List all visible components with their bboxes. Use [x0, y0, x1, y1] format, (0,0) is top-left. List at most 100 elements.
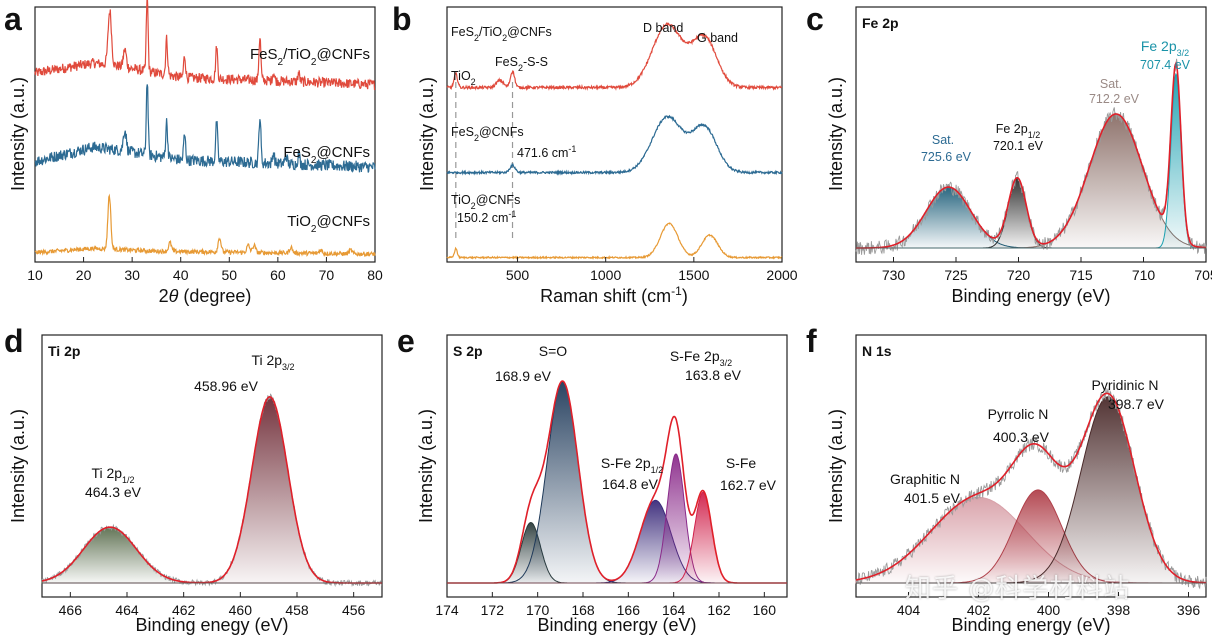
reference-lines-b: [455, 82, 514, 240]
x-tick-label: 402: [967, 602, 991, 618]
x-tick-label: 10: [27, 267, 43, 283]
fit-envelope: [41, 395, 382, 584]
x-tick-label: 20: [76, 267, 92, 283]
raman-series: [446, 22, 783, 260]
x-tick-label: 174: [435, 602, 459, 618]
x-tick-label: 162: [707, 602, 731, 618]
series-line: [446, 114, 783, 176]
x-tick-label: 30: [124, 267, 140, 283]
x-tick-label: 456: [342, 602, 366, 618]
value-400-3: 400.3 eV: [993, 429, 1050, 445]
y-axis-title-c: Intensity (a.u.): [826, 77, 846, 191]
x-tick-label: 2000: [766, 267, 797, 283]
label-fes2-tio2-cnfs-a: FeS2/TiO2@CNFs: [250, 46, 370, 68]
label-sfe2p32: S-Fe 2p3/2: [670, 348, 732, 368]
series-line: [446, 22, 783, 92]
value-401-5: 401.5 eV: [904, 490, 961, 506]
x-tick-label: 160: [753, 602, 777, 618]
x-tick-label: 730: [882, 267, 906, 283]
value-464-3: 464.3 eV: [85, 484, 142, 500]
x-tick-label: 172: [481, 602, 505, 618]
fit-component-peak: [447, 453, 787, 584]
value-164-8: 164.8 eV: [602, 476, 659, 492]
y-axis-title-b: Intensity (a.u.): [417, 77, 437, 191]
label-d-band: D band: [643, 21, 683, 35]
plot-frame-e: [446, 334, 788, 598]
x-tick-label: 458: [285, 602, 309, 618]
label-tio2-cnfs-a: TiO2@CNFs: [287, 213, 370, 235]
label-tio2-b: TiO2: [451, 69, 476, 87]
fit-component-peak: [447, 521, 787, 584]
series-line: [34, 84, 376, 173]
x-axis-title-d: Binding enegy (eV): [135, 615, 288, 635]
fit-envelope: [447, 380, 787, 584]
x-tick-label: 70: [319, 267, 335, 283]
x-tick-label: 705: [1194, 267, 1212, 283]
x-tick-label: 40: [173, 267, 189, 283]
label-fes2-s-s: FeS2-S-S: [495, 55, 548, 73]
label-ti2p32: Ti 2p3/2: [251, 352, 294, 372]
x-tick-label: 398: [1107, 602, 1131, 618]
fit-components-e: [447, 380, 787, 584]
panel-b-raman: 500 1000 1500 2000 FeS2/TiO2@CNFs D band G …: [417, 6, 798, 306]
series-line: [34, 193, 376, 257]
x-tick-label: 1500: [678, 267, 709, 283]
x-tick-label: 715: [1069, 267, 1093, 283]
panel-d-ti2p: 466 464 462 460 458 456 Ti 2p Ti 2p1/2 464.3 …: [8, 334, 383, 635]
x-tick-label: 60: [270, 267, 286, 283]
label-fes2-cnfs-b: FeS2@CNFs: [451, 125, 524, 143]
x-tick-labels-d: 466 464 462 460 458 456: [59, 592, 366, 618]
value-458-96: 458.96 eV: [194, 378, 258, 394]
x-tick-label: 404: [897, 602, 921, 618]
label-s-o: S=O: [539, 343, 568, 359]
x-axis-title-e: Binding energy (eV): [537, 615, 696, 635]
panel-a-xrd: 10 20 30 40 50 60 70 80 FeS2/TiO2@CNFs FeS2@CNF…: [8, 0, 383, 306]
series-line: [34, 0, 376, 91]
x-axis-title-f: Binding energy (eV): [951, 615, 1110, 635]
label-fes2-tio2-cnfs-b: FeS2/TiO2@CNFs: [451, 25, 552, 43]
fit-envelope: [856, 61, 1207, 249]
label-fes2-cnfs-a: FeS2@CNFs: [283, 144, 370, 166]
plot-frame-c: [855, 6, 1207, 263]
x-tick-label: 80: [367, 267, 383, 283]
label-tio2-cnfs-b: TiO2@CNFs: [451, 193, 520, 211]
x-tick-label: 460: [229, 602, 253, 618]
series-line: [446, 222, 783, 260]
label-g-band: G band: [697, 31, 738, 45]
panel-letter-e: e: [397, 323, 415, 359]
plot-frame-a: [34, 6, 376, 263]
panel-letter-c: c: [806, 1, 824, 37]
panel-title-f: N 1s: [862, 343, 892, 359]
panel-title-c: Fe 2p: [862, 15, 899, 31]
x-tick-label: 170: [526, 602, 550, 618]
value-712-2: 712.2 eV: [1089, 92, 1140, 106]
fit-components-f: [855, 388, 1207, 590]
value-725-6: 725.6 eV: [921, 150, 972, 164]
y-axis-title-e: Intensity (a.u.): [416, 409, 436, 523]
label-fe2p32: Fe 2p3/2: [1141, 38, 1189, 58]
x-tick-label: 400: [1037, 602, 1061, 618]
x-tick-label: 720: [1007, 267, 1031, 283]
x-tick-label: 168: [571, 602, 595, 618]
fit-component-peak: [447, 499, 787, 584]
label-pyrrolic: Pyrrolic N: [988, 406, 1049, 422]
value-162-7: 162.7 eV: [720, 477, 777, 493]
value-163-8: 163.8 eV: [685, 367, 742, 383]
label-sat-712: Sat.: [1100, 77, 1122, 91]
label-471-6: 471.6 cm-1: [517, 144, 576, 160]
panel-f-n1s: 404 402 400 398 396 N 1s Pyridinic N 398.7 e…: [826, 334, 1207, 635]
panel-c-fe2p: 730 725 720 715 710 705 Fe 2p Sat. 725.6 eV F…: [826, 6, 1212, 306]
panel-e-s2p: 174 172 170 168 166 164 162 160 S 2p S=O 168.9 …: [416, 334, 788, 635]
panel-letter-f: f: [806, 323, 817, 359]
value-720-1: 720.1 eV: [993, 139, 1044, 153]
x-tick-labels-f: 404 402 400 398 396: [897, 592, 1201, 618]
x-tick-label: 710: [1132, 267, 1156, 283]
plot-frame-f: [855, 334, 1207, 598]
fit-envelope: [855, 392, 1207, 584]
xrd-series: [34, 0, 376, 257]
y-axis-title-a: Intensity (a.u.): [8, 77, 28, 191]
label-sfe2p12: S-Fe 2p1/2: [601, 455, 663, 475]
x-tick-label: 396: [1177, 602, 1201, 618]
panel-letter-b: b: [392, 1, 412, 37]
x-tick-label: 466: [59, 602, 83, 618]
